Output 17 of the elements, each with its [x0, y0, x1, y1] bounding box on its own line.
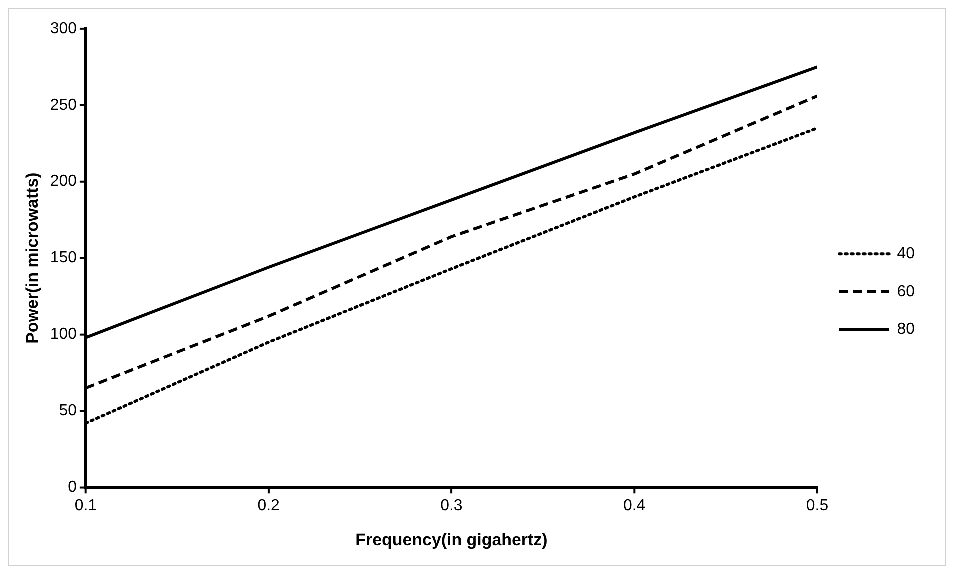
x-axis-title: Frequency(in gigahertz): [356, 530, 548, 550]
y-tick-label: 250: [50, 96, 78, 114]
y-tick-label: 100: [50, 326, 78, 344]
x-tick-label: 0.3: [440, 498, 463, 515]
y-tick-label: 150: [50, 250, 78, 267]
y-tick-label: 300: [50, 20, 78, 38]
x-tick-label: 0.2: [258, 498, 280, 515]
legend-label: 60: [897, 283, 916, 300]
x-tick-label: 0.4: [624, 498, 646, 515]
y-tick-label: 50: [59, 402, 78, 420]
x-tick-label: 0.1: [74, 498, 98, 515]
legend-label: 40: [897, 246, 916, 263]
x-tick-label: 0.5: [806, 498, 829, 515]
y-tick-label: 0: [68, 479, 78, 496]
y-tick-label: 200: [50, 173, 78, 190]
legend-label: 80: [897, 321, 916, 338]
y-axis-title: Power(in microwatts): [22, 172, 42, 344]
